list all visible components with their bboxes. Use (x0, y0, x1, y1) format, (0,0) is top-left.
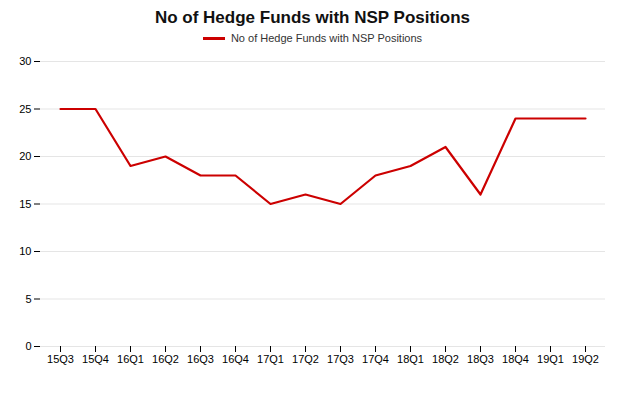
svg-text:15Q4: 15Q4 (82, 353, 109, 365)
svg-text:17Q4: 17Q4 (362, 353, 389, 365)
html-text:No of Hedge Funds with NSP Pos: No of Hedge Funds with NSP Positions (230, 32, 423, 44)
svg-text:18Q1: 18Q1 (397, 353, 424, 365)
svg-text:25: 25 (19, 103, 31, 115)
svg-text:15Q3: 15Q3 (47, 353, 74, 365)
svg-text:20: 20 (19, 150, 31, 162)
svg-text:0: 0 (25, 340, 31, 352)
svg-text:19Q1: 19Q1 (537, 353, 564, 365)
svg-text:17Q2: 17Q2 (292, 353, 319, 365)
html-text:No of Hedge Funds with NSP Pos: No of Hedge Funds with NSP Positions (154, 8, 471, 27)
svg-text:5: 5 (25, 293, 31, 305)
svg-text:18Q3: 18Q3 (467, 353, 494, 365)
svg-text:15: 15 (19, 198, 31, 210)
svg-text:30: 30 (19, 55, 31, 67)
svg-text:16Q4: 16Q4 (222, 353, 249, 365)
svg-text:16Q2: 16Q2 (152, 353, 179, 365)
svg-text:18Q2: 18Q2 (432, 353, 459, 365)
svg-text:16Q1: 16Q1 (117, 353, 144, 365)
svg-text:16Q3: 16Q3 (187, 353, 214, 365)
svg-text:19Q2: 19Q2 (572, 353, 599, 365)
svg-text:17Q3: 17Q3 (327, 353, 354, 365)
svg-text:10: 10 (19, 245, 31, 257)
svg-text:17Q1: 17Q1 (257, 353, 284, 365)
svg-text:18Q4: 18Q4 (502, 353, 529, 365)
